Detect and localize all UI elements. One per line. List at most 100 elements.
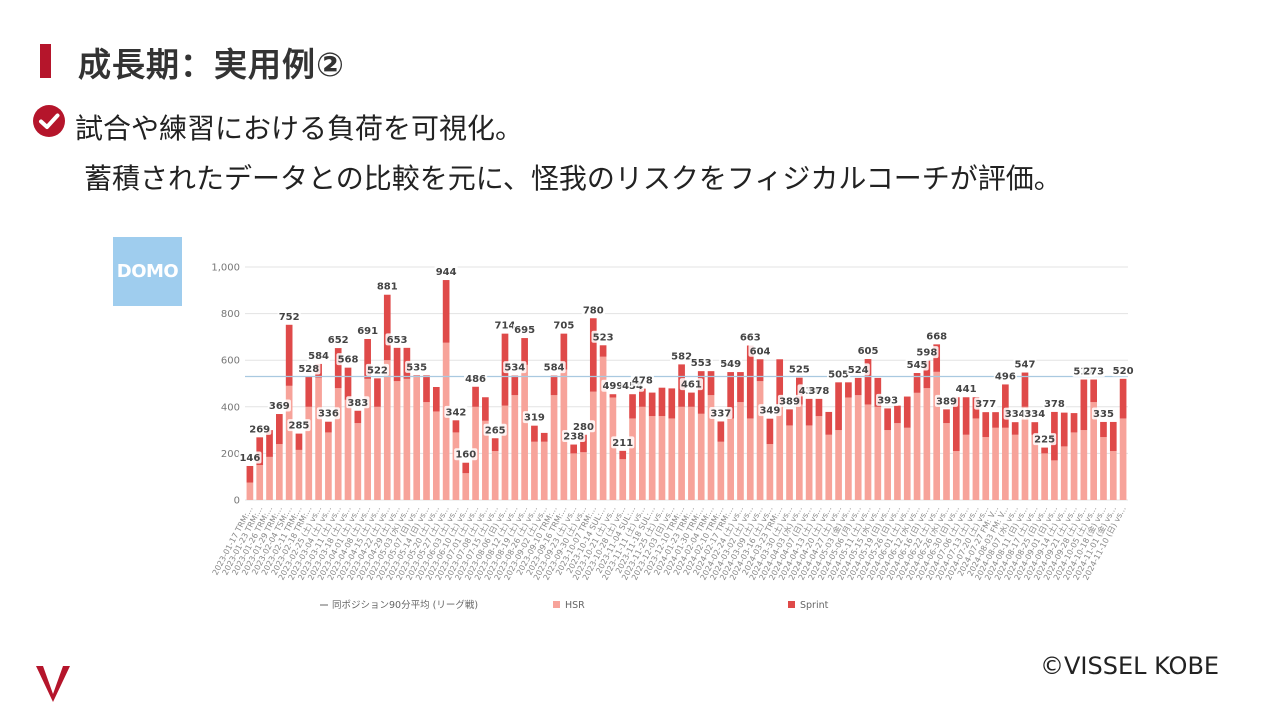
bar-sprint (246, 465, 254, 483)
data-label-bg (287, 419, 311, 432)
data-label: 944 (436, 267, 457, 278)
bar-hsr (393, 381, 401, 500)
data-label-bg (336, 353, 360, 366)
bar-hsr (727, 418, 734, 500)
bar-hsr (972, 418, 980, 500)
data-label: 486 (465, 374, 486, 385)
bar-hsr (815, 416, 823, 500)
description-line-2: 蓄積されたデータとの比較を元に、怪我のリスクをフィジカルコーチが評価。 (84, 162, 1062, 195)
bar-hsr (432, 411, 440, 500)
bar-hsr (962, 434, 970, 500)
data-label-bg (689, 356, 713, 369)
bar-hsr (540, 441, 548, 500)
bar-sprint (903, 396, 911, 428)
bar-sprint (737, 372, 744, 403)
bar-hsr (256, 465, 264, 500)
data-label: 523 (593, 332, 614, 343)
bar-sprint (276, 414, 283, 445)
bar-hsr (1002, 427, 1009, 500)
data-label: 582 (671, 351, 692, 362)
bar-hsr (884, 430, 891, 500)
data-label: 881 (377, 282, 398, 293)
data-label-bg (787, 363, 811, 376)
data-label: 334 (1024, 409, 1045, 420)
bar-hsr (688, 406, 695, 500)
bar-hsr (1080, 430, 1088, 500)
data-label-bg (601, 379, 625, 392)
bar-hsr (589, 391, 597, 500)
data-label-bg (454, 448, 478, 461)
data-label: 273 (1083, 367, 1104, 378)
bar-hsr (413, 376, 421, 500)
legend-marker-hsr (553, 601, 560, 608)
bar-sprint (580, 434, 587, 453)
bar-hsr (246, 482, 254, 500)
bar-hsr (344, 399, 352, 500)
data-label-bg (346, 396, 370, 409)
bar-hsr (845, 397, 852, 500)
bar-sprint (825, 411, 833, 435)
bar-sprint (982, 412, 990, 438)
bar-hsr (315, 377, 322, 500)
data-label: 496 (995, 371, 1016, 382)
data-label: 342 (446, 407, 467, 418)
y-tick-label: 600 (221, 356, 240, 367)
bar-hsr (658, 416, 666, 500)
data-label-bg (513, 323, 537, 336)
bar-hsr (786, 425, 793, 500)
bar-sprint (1011, 422, 1019, 435)
bar-sprint (648, 392, 656, 417)
bar-hsr (923, 388, 931, 500)
bar-sprint (658, 387, 666, 417)
data-label: 335 (1093, 409, 1114, 420)
bar-hsr (383, 360, 391, 500)
bar-hsr (746, 418, 754, 500)
bar-hsr (756, 381, 764, 500)
data-label: 389 (779, 396, 800, 407)
bar-hsr (423, 402, 430, 500)
data-label-bg (709, 406, 733, 419)
data-label: 211 (612, 438, 633, 449)
bar-sprint (992, 412, 999, 428)
legend-label-average: 同ポジション90分平均 (リーグ戦) (332, 599, 478, 611)
data-label-bg (562, 430, 586, 443)
bar-hsr (305, 406, 313, 500)
bar-hsr (1031, 434, 1039, 500)
data-label: 663 (740, 333, 761, 344)
data-label: 505 (828, 369, 849, 380)
data-label: 528 (298, 364, 319, 375)
bar-sprint (1119, 378, 1127, 419)
data-label: 714 (495, 321, 516, 332)
data-label: 441 (956, 384, 977, 395)
bar-hsr (992, 427, 999, 500)
data-label: 604 (750, 346, 771, 357)
domo-logo-text: DOMO (116, 261, 179, 282)
data-label-bg (1091, 407, 1116, 420)
bar-hsr (629, 418, 636, 500)
bar-hsr (501, 405, 509, 500)
description-line-1: 試合や練習における負荷を可視化。 (75, 112, 524, 145)
data-label-bg (571, 420, 596, 433)
data-label-bg (669, 349, 694, 362)
data-label-bg (267, 399, 291, 412)
data-label-bg (1082, 365, 1106, 378)
data-label: 238 (563, 432, 584, 443)
bar-hsr (697, 413, 705, 500)
data-label: 653 (387, 335, 408, 346)
bar-sprint (874, 377, 882, 407)
bar-hsr (668, 418, 676, 500)
legend-label-sprint: Sprint (800, 600, 829, 611)
data-label-bg (248, 422, 272, 435)
bar-sprint (560, 333, 568, 370)
bar-sprint (962, 397, 970, 435)
data-label-bg (611, 436, 635, 449)
data-label: 334 (1005, 409, 1026, 420)
bar-sprint (815, 398, 823, 417)
bar-sprint (629, 394, 636, 419)
bar-hsr (864, 404, 872, 500)
data-label-bg (434, 265, 458, 278)
data-label: 225 (1034, 435, 1055, 446)
data-label-bg (405, 360, 429, 373)
data-label-bg (826, 367, 851, 380)
data-label: 780 (583, 305, 604, 316)
